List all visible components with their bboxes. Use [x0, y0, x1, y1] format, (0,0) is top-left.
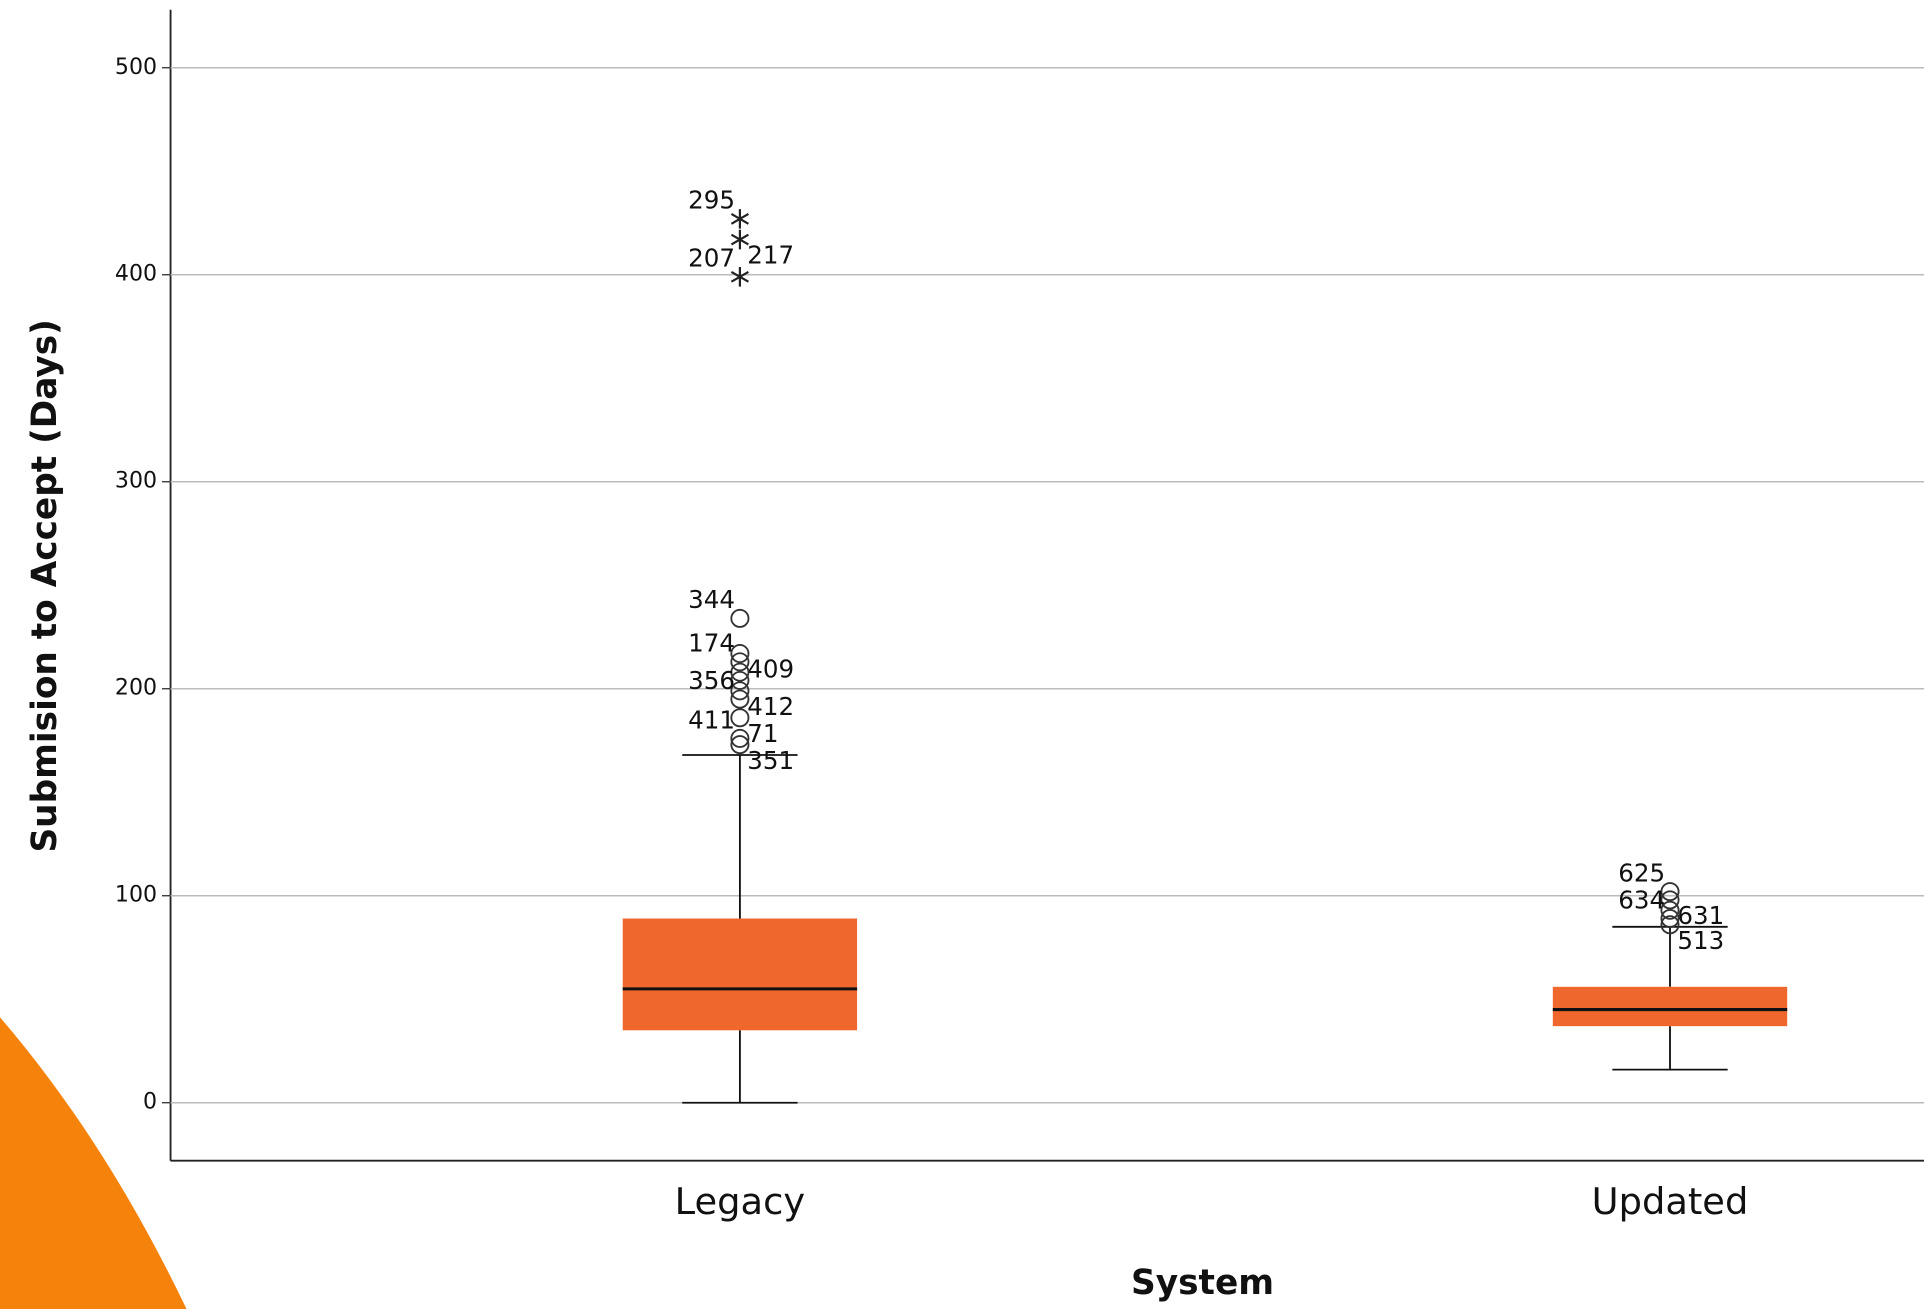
- outlier: [730, 652, 750, 672]
- y-axis-title: Submision to Accept (Days): [25, 319, 65, 852]
- outlier-label: 513: [1677, 926, 1724, 955]
- outlier-label: 351: [747, 746, 794, 775]
- outlier-label: 625: [1618, 858, 1665, 887]
- outlier: [730, 689, 750, 709]
- outlier: [730, 662, 750, 682]
- extreme: [730, 267, 749, 287]
- outlier: [730, 670, 750, 690]
- outlier-label: 217: [747, 241, 794, 270]
- corner-decoration: [0, 1017, 187, 1309]
- outlier-label: 634: [1618, 885, 1665, 914]
- x-tick-label: Updated: [1592, 1180, 1749, 1223]
- extreme: [730, 229, 749, 250]
- outlier: [730, 728, 750, 748]
- outlier: [730, 735, 750, 755]
- y-tick-label: 400: [115, 262, 157, 287]
- outlier: [730, 608, 750, 628]
- outlier: [1660, 900, 1680, 920]
- outlier-label: 295: [688, 186, 735, 215]
- box: [1552, 986, 1788, 1027]
- outlier-label: 344: [688, 585, 735, 614]
- outlier-label: 412: [747, 692, 794, 721]
- outlier-label: 356: [688, 666, 735, 695]
- outlier-label: 411: [688, 705, 735, 734]
- outlier: [1660, 915, 1680, 935]
- y-tick-label: 100: [115, 883, 157, 908]
- outlier: [730, 644, 750, 664]
- x-tick-label: Legacy: [675, 1180, 805, 1223]
- outlier: [730, 708, 750, 728]
- outlier: [730, 681, 750, 701]
- outlier: [1660, 909, 1680, 929]
- outlier-label: 631: [1677, 901, 1724, 930]
- box: [622, 918, 858, 1031]
- extreme: [730, 209, 749, 229]
- y-tick-label: 0: [143, 1090, 157, 1115]
- outlier-label: 174: [688, 629, 735, 658]
- y-tick-label: 500: [115, 55, 157, 80]
- x-axis-title: System: [1131, 1263, 1274, 1303]
- y-tick-label: 200: [115, 676, 157, 701]
- y-tick-label: 300: [115, 469, 157, 494]
- outlier-label: 409: [747, 655, 794, 684]
- outlier-label: 207: [688, 244, 735, 273]
- outlier: [1660, 882, 1680, 902]
- outlier: [1660, 890, 1680, 910]
- outlier-label: 71: [747, 719, 778, 748]
